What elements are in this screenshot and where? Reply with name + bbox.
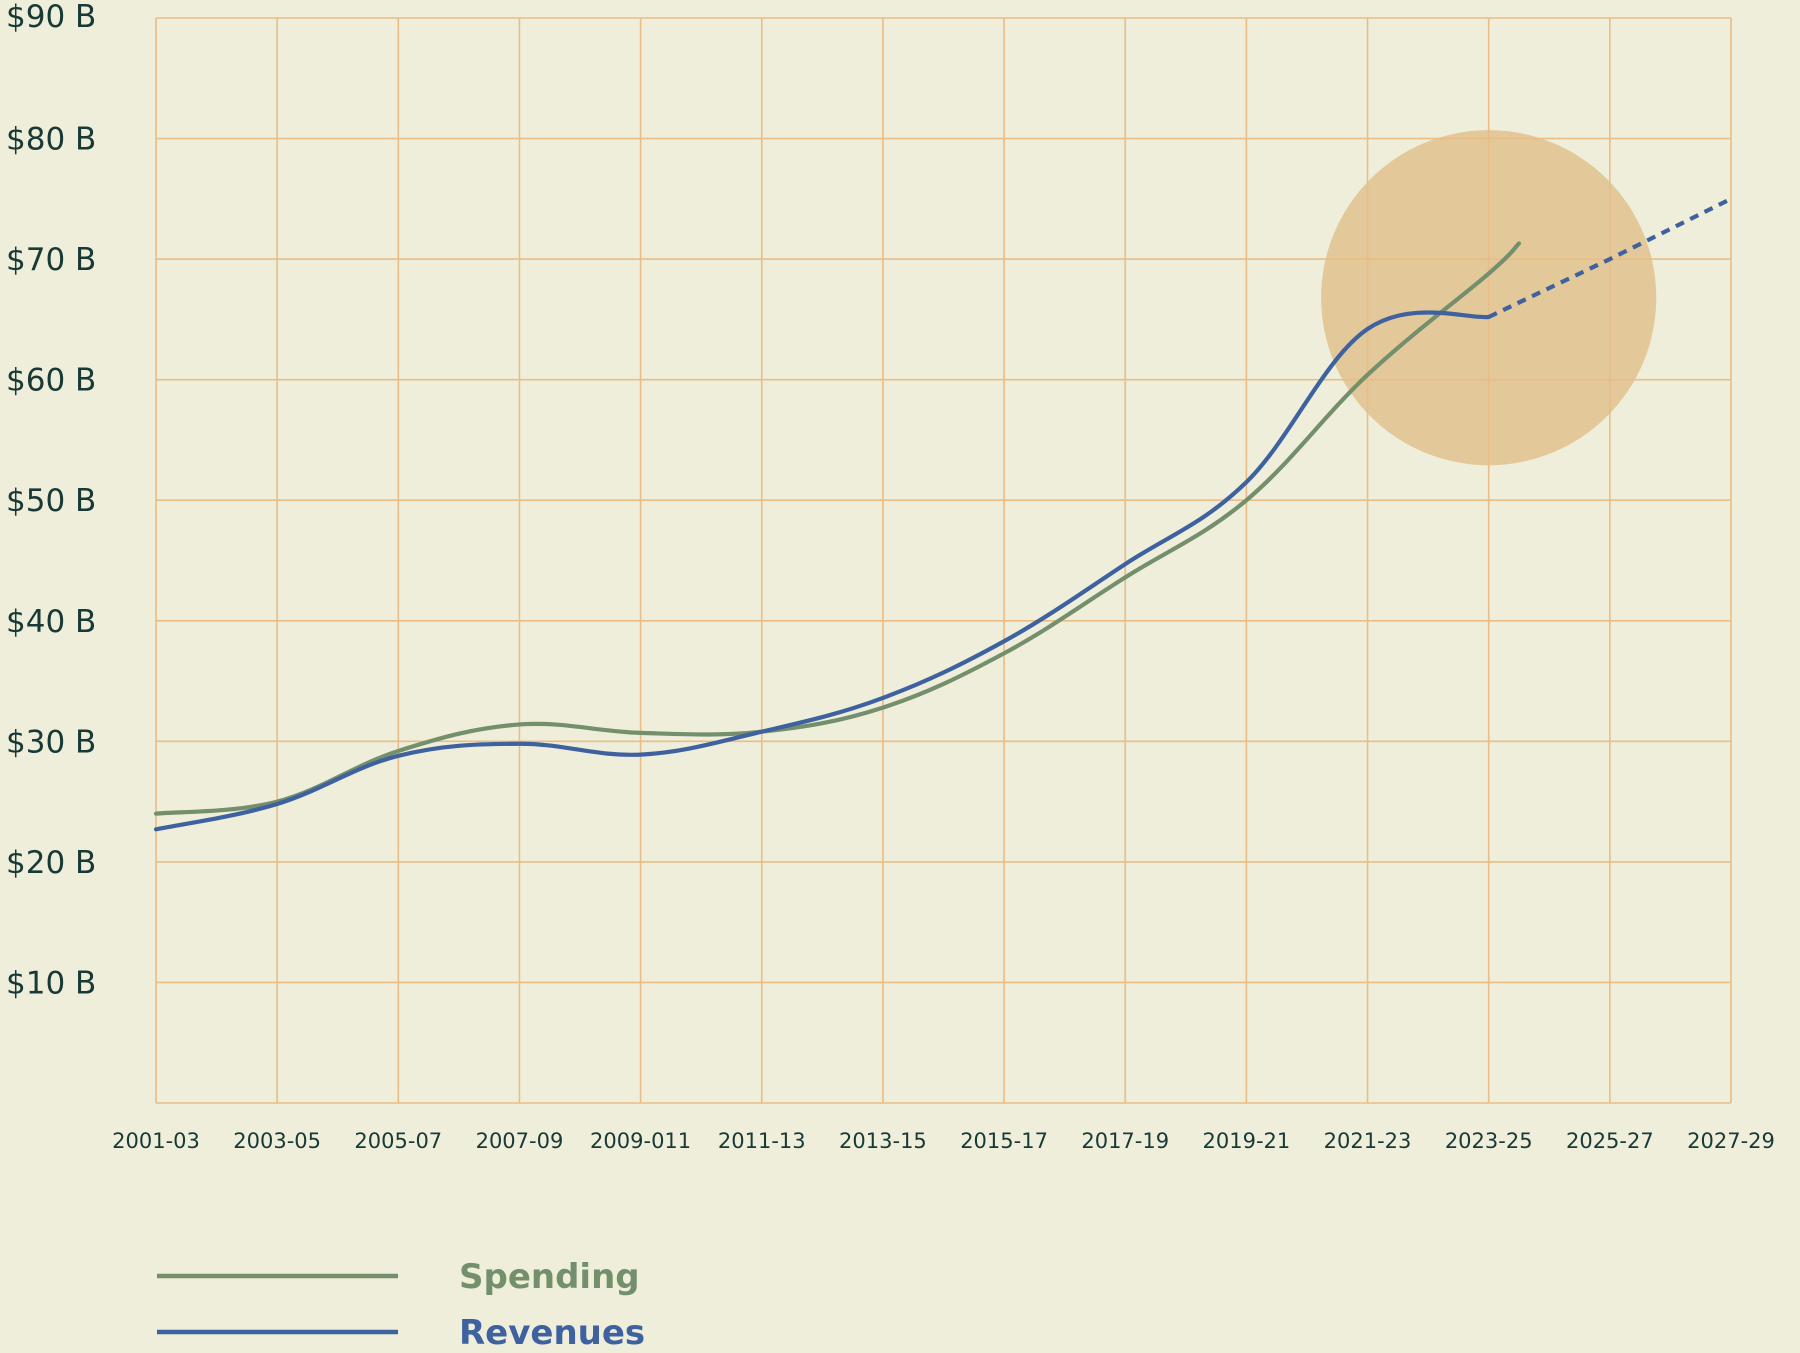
grid-lines <box>155 17 1732 1104</box>
x-tick-label: 2001-03 <box>112 1129 200 1153</box>
y-tick-label: $80 B <box>6 122 96 158</box>
legend-label-spending: Spending <box>459 1257 640 1297</box>
legend-label-revenues: Revenues <box>459 1313 645 1353</box>
x-tick-label: 2003-05 <box>233 1129 321 1153</box>
y-tick-label: $90 B <box>6 0 96 35</box>
y-tick-label: $30 B <box>6 724 96 760</box>
y-axis-tick-labels: $10 B $20 B $30 B $40 B $50 B $60 B $70 B $80 B… <box>6 0 96 1001</box>
y-tick-label: $50 B <box>6 483 96 519</box>
x-tick-label: 2009-011 <box>590 1129 691 1153</box>
x-tick-label: 2017-19 <box>1081 1129 1169 1153</box>
x-tick-label: 2011-13 <box>718 1129 806 1153</box>
y-tick-label: $40 B <box>6 604 96 640</box>
x-tick-label: 2005-07 <box>354 1129 442 1153</box>
x-tick-label: 2015-17 <box>960 1129 1048 1153</box>
x-tick-label: 2023-25 <box>1445 1129 1533 1153</box>
series-projection-revenues <box>1487 196 1732 319</box>
y-tick-label: $60 B <box>6 363 96 399</box>
x-tick-label: 2007-09 <box>476 1129 564 1153</box>
y-tick-label: $20 B <box>6 845 96 881</box>
x-tick-label: 2019-21 <box>1203 1129 1291 1153</box>
x-tick-label: 2025-27 <box>1566 1129 1654 1153</box>
y-tick-label: $10 B <box>6 965 96 1001</box>
y-tick-label: $70 B <box>6 242 96 278</box>
x-tick-label: 2027-29 <box>1687 1129 1775 1153</box>
series-lines <box>153 196 1732 832</box>
series-line-revenues <box>153 310 1491 832</box>
legend: Spending Revenues <box>157 1257 645 1353</box>
x-axis-tick-labels: 2001-03 2003-05 2005-07 2007-09 2009-011 2011… <box>112 1129 1775 1153</box>
series-line-spending <box>153 241 1522 816</box>
x-tick-label: 2021-23 <box>1324 1129 1412 1153</box>
x-tick-label: 2013-15 <box>839 1129 927 1153</box>
